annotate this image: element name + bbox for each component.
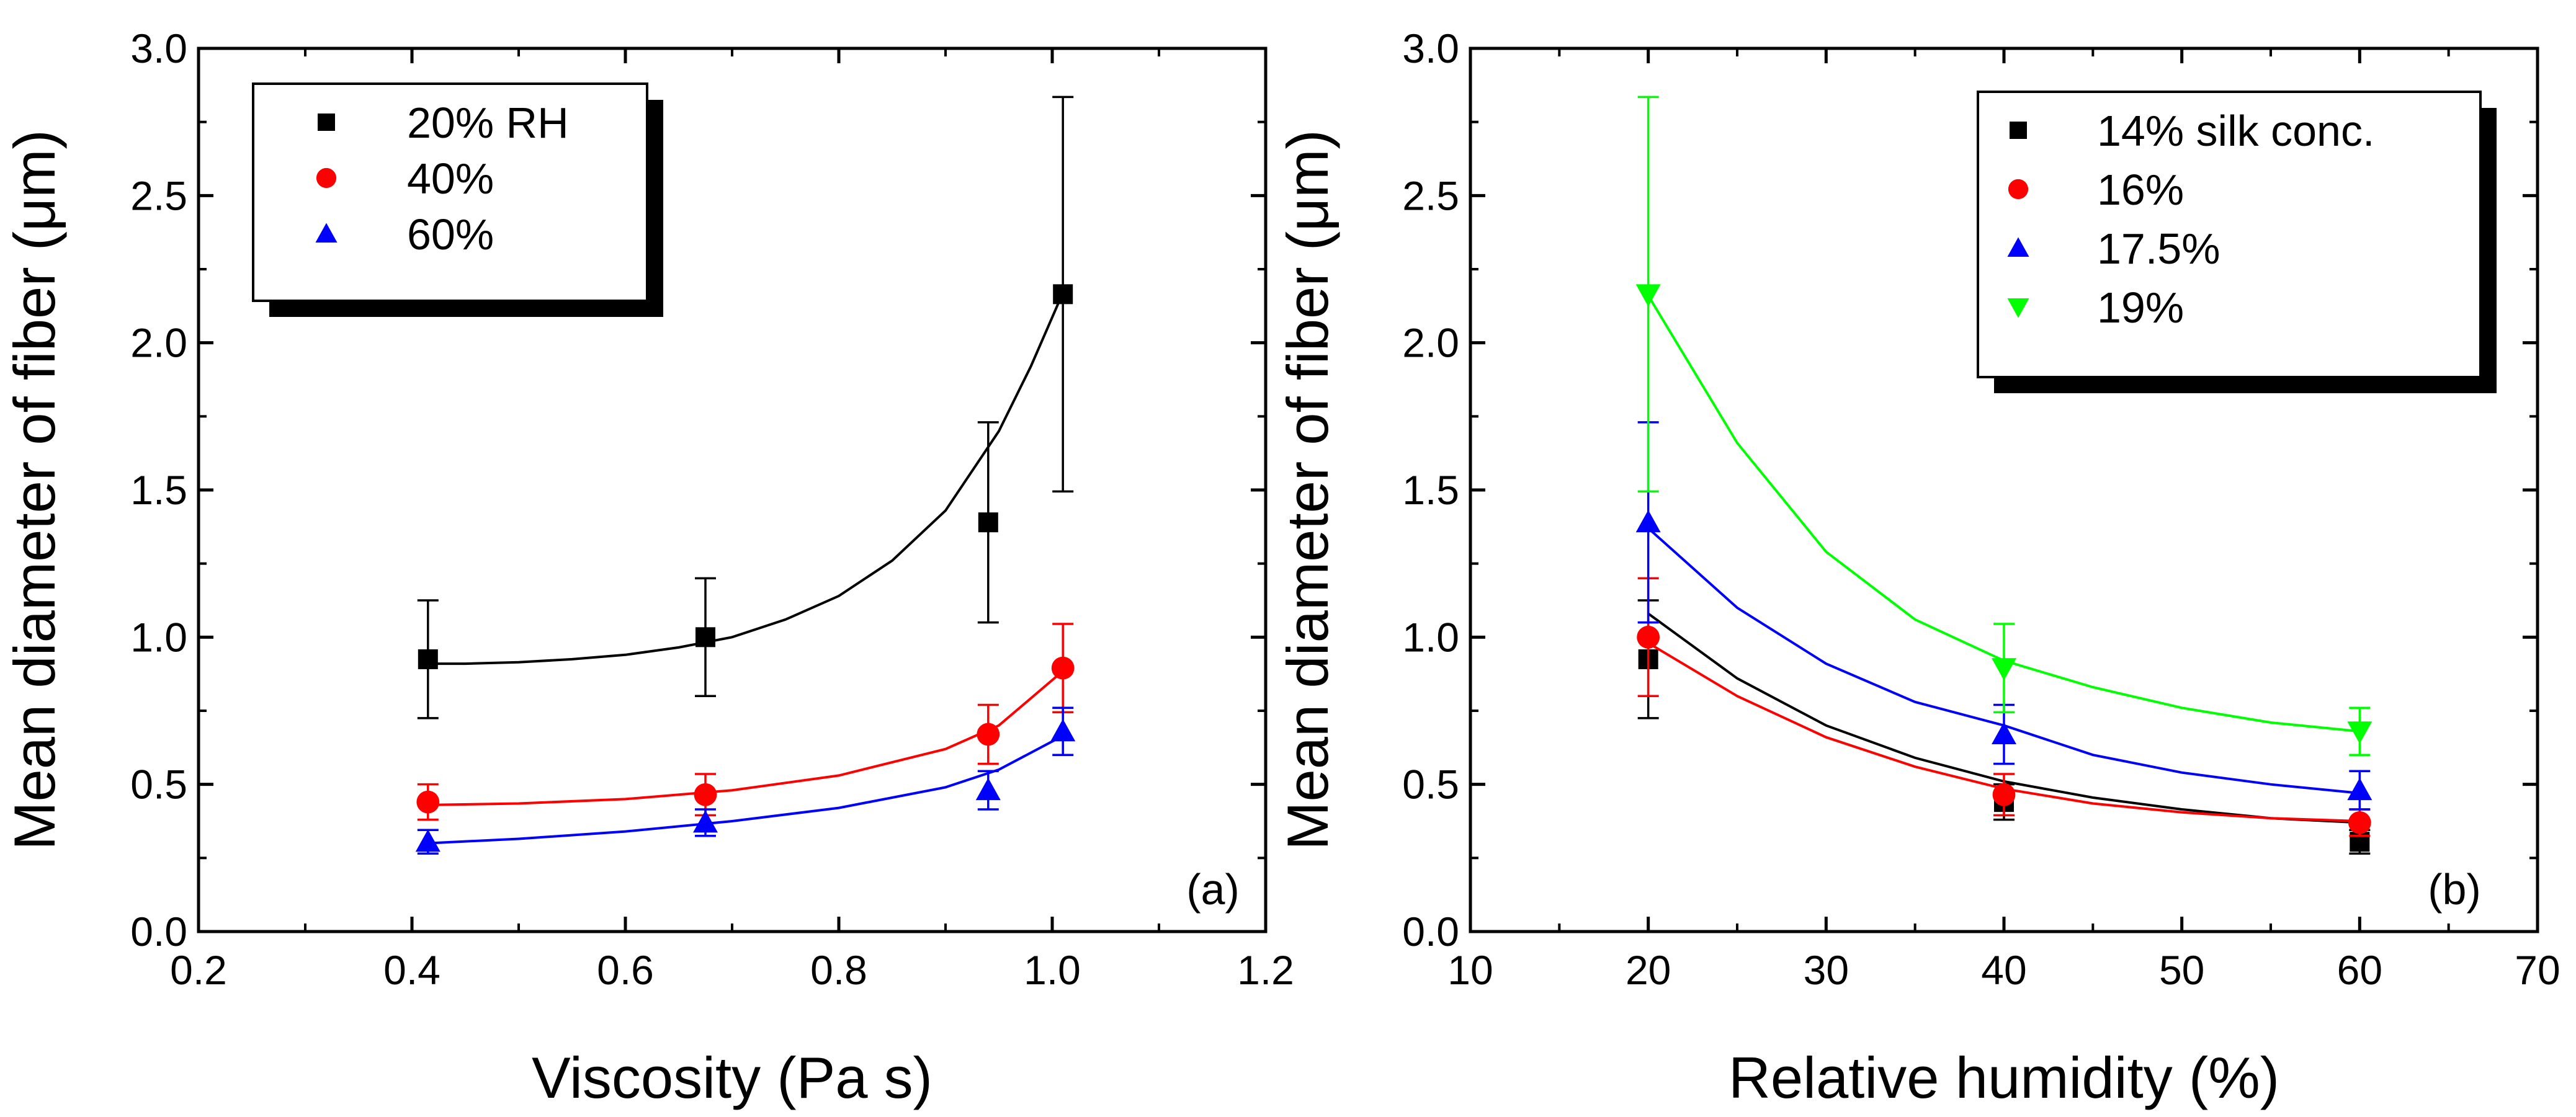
x-axis-title: Viscosity (Pa s): [532, 1045, 932, 1110]
y-tick-label: 0.5: [130, 762, 187, 808]
y-tick-label: 1.0: [1402, 614, 1459, 660]
legend-label: 14% silk conc.: [2097, 107, 2374, 155]
y-tick-label: 1.5: [130, 467, 187, 513]
panel-label: (b): [2428, 865, 2481, 914]
x-tick-label: 0.2: [170, 947, 227, 993]
data-point: [1992, 783, 2016, 806]
legend-marker: [2008, 179, 2029, 200]
data-point: [2348, 811, 2371, 834]
data-point: [2347, 721, 2373, 744]
legend-marker: [316, 167, 337, 189]
data-point: [1053, 284, 1073, 305]
legend-label: 40%: [407, 154, 494, 203]
legend: 20% RH 40% 60%: [252, 82, 663, 317]
data-point: [1050, 719, 1076, 742]
x-tick-label: 0.4: [383, 947, 441, 993]
data-point: [2347, 778, 2373, 801]
y-axis-title: Mean diameter of fiber (μm): [1275, 130, 1340, 850]
legend-marker: [2007, 237, 2029, 257]
y-tick-label: 0.5: [1402, 762, 1459, 808]
legend-label: 16%: [2097, 166, 2184, 214]
legend-label: 60%: [407, 210, 494, 259]
data-point: [693, 810, 718, 833]
fit-curve: [427, 292, 1065, 665]
y-tick-label: 0.0: [130, 909, 187, 955]
y-tick-label: 3.0: [130, 25, 187, 71]
y-tick-label: 2.0: [130, 320, 187, 366]
data-point: [975, 778, 1001, 801]
data-point: [978, 512, 998, 533]
y-tick-label: 1.0: [130, 614, 187, 660]
legend-marker: [2007, 298, 2029, 318]
panel-a: 0.2 0.4 0.6 0.8 1.0 1.2 0.0 0.5 1.0 1.5 2.0 2.5 3.0 V…: [2, 25, 1294, 1110]
legend-marker: [318, 113, 335, 131]
legend-marker: [2010, 122, 2027, 139]
series-0: [417, 96, 1074, 719]
y-tick-label: 2.5: [130, 172, 187, 218]
series-2: [415, 706, 1076, 855]
data-point: [1637, 625, 1660, 649]
x-tick-label: 40: [1981, 947, 2026, 993]
fit-curve: [427, 670, 1064, 806]
x-tick-label: 20: [1626, 947, 1671, 993]
x-tick-label: 1.0: [1024, 947, 1081, 993]
data-point: [694, 783, 717, 806]
x-tick-label: 70: [2515, 947, 2560, 993]
x-tick-label: 60: [2337, 947, 2382, 993]
x-tick-label: 0.8: [810, 947, 867, 993]
data-point: [416, 790, 440, 814]
y-tick-label: 0.0: [1402, 909, 1459, 955]
data-point: [1635, 284, 1661, 307]
x-tick-label: 1.2: [1237, 947, 1294, 993]
y-tick-label: 2.0: [1402, 320, 1459, 366]
data-point: [1051, 656, 1075, 680]
data-point: [415, 829, 441, 852]
data-point: [1635, 510, 1661, 533]
y-tick-label: 2.5: [1402, 172, 1459, 218]
series-1: [416, 623, 1075, 821]
x-tick-label: 50: [2159, 947, 2204, 993]
fit-curve: [427, 734, 1064, 845]
y-tick-label: 3.0: [1402, 25, 1459, 71]
data-point: [977, 723, 1000, 746]
legend-label: 20% RH: [407, 99, 569, 147]
x-tick-label: 10: [1447, 947, 1493, 993]
legend: 14% silk conc. 16% 17.5% 19%: [1977, 91, 2497, 393]
x-axis-title: Relative humidity (%): [1729, 1045, 2279, 1110]
data-point: [1992, 658, 2016, 681]
legend-marker: [315, 223, 338, 243]
y-tick-label: 1.5: [1402, 467, 1459, 513]
x-tick-label: 0.6: [597, 947, 654, 993]
data-point: [1992, 721, 2016, 744]
panel-label: (a): [1186, 865, 1240, 914]
series-1: [1637, 577, 2371, 837]
series-2: [1635, 421, 2373, 811]
panel-b: 10 20 30 40 50 60 70 0.0 0.5 1.0 1.5 2.0 2.5 3.0 Relat…: [1275, 25, 2560, 1110]
legend-label: 19%: [2097, 283, 2184, 332]
legend-box: [1977, 91, 2482, 378]
data-point: [418, 649, 438, 669]
y-axis-title: Mean diameter of fiber (μm): [2, 130, 67, 850]
series-3: [1635, 96, 2373, 756]
data-point: [695, 627, 715, 648]
x-tick-label: 30: [1804, 947, 1849, 993]
legend-label: 17.5%: [2097, 225, 2220, 273]
